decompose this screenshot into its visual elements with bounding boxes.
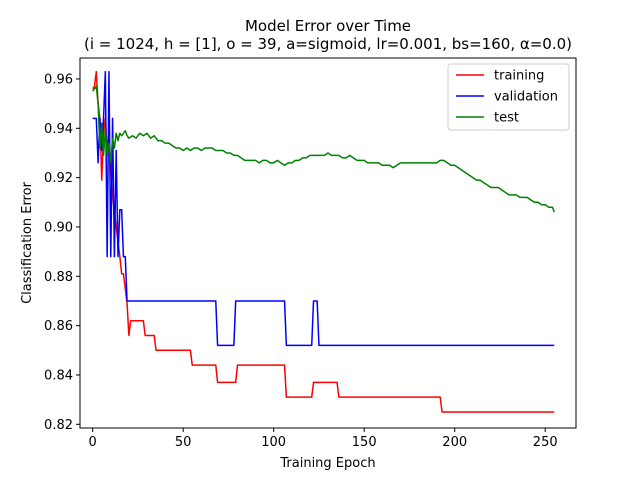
x-tick-label: 100 [261, 435, 286, 450]
axes-layer: 0 50 100 150 200 250 0.82 0.84 0.86 0.88 0.90 0.92 0… [44, 57, 577, 450]
x-tick-label: 250 [533, 435, 558, 450]
y-tick-label: 0.88 [44, 270, 73, 285]
plot-frame [79, 57, 577, 429]
x-tick-label: 50 [175, 435, 192, 450]
legend-label-training: training [494, 69, 544, 84]
series-layer [92, 70, 555, 413]
y-tick-label: 0.82 [44, 418, 73, 433]
series-line-training [92, 70, 555, 413]
legend-label-test: test [494, 111, 519, 126]
x-tick-label: 0 [89, 435, 97, 450]
legend-box [447, 63, 570, 131]
series-line-test [92, 85, 555, 213]
y-tick-label: 0.90 [44, 220, 73, 235]
y-tick-label: 0.96 [44, 72, 73, 87]
chart-title: Model Error over Time [245, 17, 411, 35]
y-tick-label: 0.84 [44, 368, 73, 383]
y-tick-label: 0.92 [44, 171, 73, 186]
x-tick-label: 200 [442, 435, 467, 450]
x-tick-label: 150 [352, 435, 377, 450]
x-axis-label: Training Epoch [279, 456, 375, 471]
y-tick-label: 0.86 [44, 319, 73, 334]
chart-subtitle: (i = 1024, h = [1], o = 39, a=sigmoid, l… [84, 35, 572, 53]
y-tick-label: 0.94 [44, 122, 73, 137]
legend: training validation test [447, 63, 570, 131]
y-axis-label: Classification Error [20, 181, 35, 303]
legend-label-validation: validation [494, 90, 558, 105]
series-line-validation [92, 70, 555, 347]
